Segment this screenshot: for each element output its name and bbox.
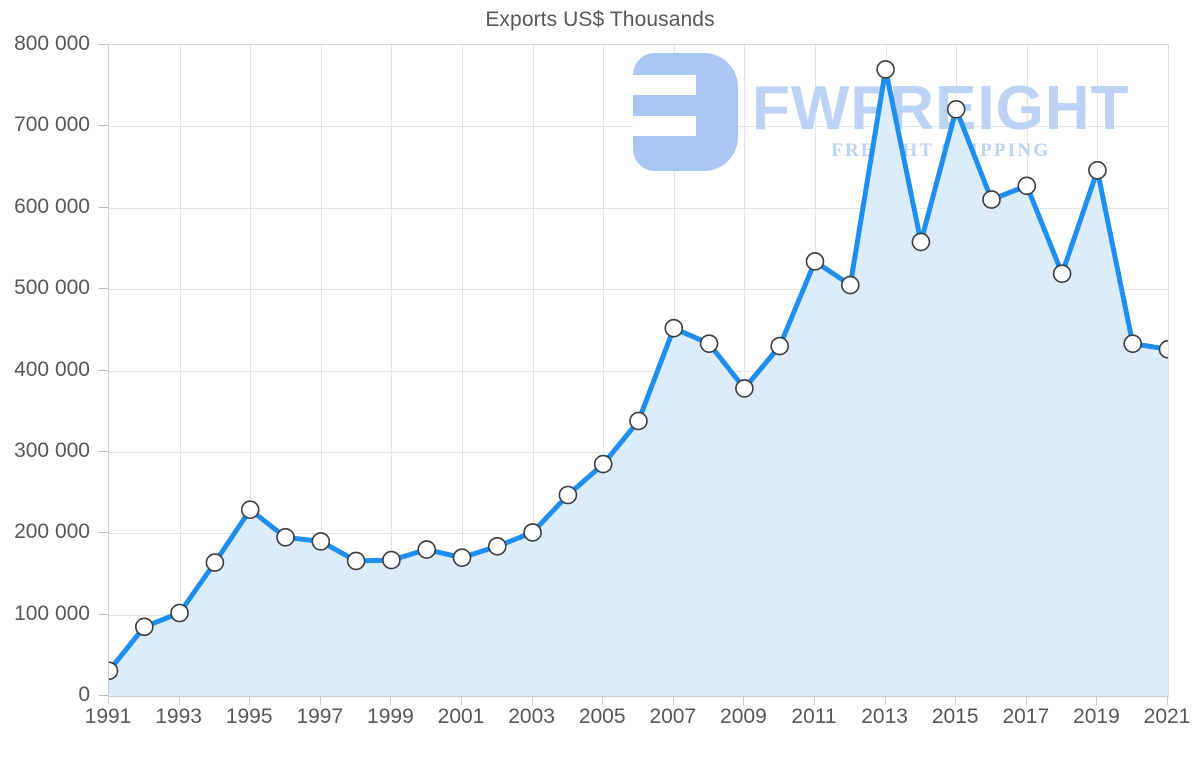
x-axis-tick-label: 1997 xyxy=(296,705,344,728)
y-axis-tick-mark xyxy=(99,369,108,371)
data-point-marker[interactable] xyxy=(735,379,754,398)
data-point-marker[interactable] xyxy=(1017,176,1037,196)
data-point-marker[interactable] xyxy=(982,190,1001,209)
data-point-marker[interactable] xyxy=(205,553,225,572)
gridline-horizontal xyxy=(109,207,1168,209)
x-axis-tick-mark xyxy=(672,696,674,705)
data-point-marker[interactable] xyxy=(558,485,578,505)
data-point-markers xyxy=(109,60,1169,681)
x-axis-tick-mark xyxy=(1167,696,1168,705)
gridline-vertical xyxy=(250,45,252,696)
chart-title: Exports US$ Thousands xyxy=(485,8,715,31)
data-point-marker[interactable] xyxy=(593,454,613,474)
y-axis-tick-mark xyxy=(99,206,108,208)
data-point-marker[interactable] xyxy=(523,523,542,542)
x-axis-tick-mark xyxy=(884,696,886,705)
area-fill xyxy=(109,69,1168,696)
gridline-vertical xyxy=(532,45,534,696)
y-axis-tick-mark xyxy=(99,532,108,534)
y-axis-tick-label: 800 000 xyxy=(14,32,90,55)
data-point-marker[interactable] xyxy=(170,603,189,623)
data-point-marker[interactable] xyxy=(946,99,966,119)
y-axis-tick-label: 0 xyxy=(78,683,90,706)
gridline-horizontal xyxy=(109,289,1168,291)
y-axis-tick-label: 400 000 xyxy=(14,357,90,381)
data-point-marker[interactable] xyxy=(346,551,366,571)
y-axis-tick-mark xyxy=(99,44,108,45)
y-axis-tick-mark xyxy=(99,613,108,615)
x-axis-tick-mark xyxy=(461,696,462,705)
data-point-marker[interactable] xyxy=(840,275,860,295)
x-axis-tick-label: 2017 xyxy=(1002,705,1050,728)
data-point-marker[interactable] xyxy=(452,548,472,567)
gridline-vertical xyxy=(179,45,181,696)
plot-area: FWFREIGHT FREIGHT SHIPPING xyxy=(108,44,1169,697)
x-axis-tick-mark xyxy=(602,696,604,705)
y-axis-tick-label: 600 000 xyxy=(14,194,90,218)
data-point-marker[interactable] xyxy=(240,500,260,519)
data-point-marker[interactable] xyxy=(876,60,895,79)
y-axis-tick-mark xyxy=(99,288,108,290)
y-axis-tick-mark xyxy=(99,450,108,452)
data-point-marker[interactable] xyxy=(699,334,719,353)
data-point-marker[interactable] xyxy=(664,318,684,338)
data-point-marker[interactable] xyxy=(629,411,648,431)
x-axis-tick-label: 2005 xyxy=(578,705,626,728)
y-axis-tick-label: 200 000 xyxy=(14,520,90,544)
gridline-vertical xyxy=(391,45,393,696)
data-point-marker[interactable] xyxy=(382,550,401,570)
data-point-marker[interactable] xyxy=(276,528,295,547)
y-axis-tick-label: 700 000 xyxy=(14,113,90,137)
x-axis-tick-mark xyxy=(1096,696,1098,705)
x-axis-tick-label: 1993 xyxy=(155,705,202,728)
x-axis-tick-mark xyxy=(390,696,392,705)
data-series xyxy=(109,60,1169,696)
data-point-marker[interactable] xyxy=(109,661,119,681)
x-axis-tick-label: 2013 xyxy=(861,705,908,728)
data-point-marker[interactable] xyxy=(1088,161,1107,180)
gridline-vertical xyxy=(744,45,746,696)
data-point-marker[interactable] xyxy=(134,617,154,637)
x-axis-tick-label: 2019 xyxy=(1073,705,1120,728)
x-axis-tick-label: 2011 xyxy=(791,705,837,728)
x-axis-tick-label: 2015 xyxy=(931,705,979,728)
x-axis-tick-mark xyxy=(319,696,321,705)
x-axis-tick-label: 2007 xyxy=(649,705,697,728)
x-axis-tick-mark xyxy=(249,696,251,705)
x-axis-tick-mark xyxy=(531,696,533,705)
data-point-marker[interactable] xyxy=(770,336,790,356)
x-axis-tick-label: 2009 xyxy=(720,705,767,728)
x-axis-tick-mark xyxy=(1025,696,1027,705)
gridline-vertical xyxy=(603,45,605,696)
gridline-vertical xyxy=(320,45,322,696)
data-point-marker[interactable] xyxy=(1052,264,1072,283)
x-axis-tick-label: 1999 xyxy=(367,705,414,728)
data-point-marker[interactable] xyxy=(417,540,437,559)
data-point-marker[interactable] xyxy=(487,536,507,556)
x-axis-tick-mark xyxy=(955,696,957,705)
gridline-horizontal xyxy=(109,370,1168,372)
y-axis-tick-mark xyxy=(99,695,108,696)
x-axis-tick-mark xyxy=(814,696,815,705)
y-axis-tick-label: 300 000 xyxy=(14,438,90,462)
x-axis-tick-label: 2003 xyxy=(508,705,555,728)
data-point-marker[interactable] xyxy=(911,232,931,252)
data-point-marker[interactable] xyxy=(311,532,331,551)
x-axis-tick-label: 1995 xyxy=(225,705,273,728)
y-axis-tick-mark xyxy=(99,125,108,127)
x-axis-tick-mark xyxy=(178,696,180,705)
x-axis-tick-label: 2021 xyxy=(1143,705,1191,728)
gridline-vertical xyxy=(462,45,463,696)
x-axis-tick-mark xyxy=(743,696,745,705)
data-point-marker[interactable] xyxy=(1158,340,1169,359)
data-point-marker[interactable] xyxy=(1123,334,1143,353)
y-axis-tick-label: 100 000 xyxy=(14,601,90,625)
x-axis-tick-mark xyxy=(108,696,109,705)
x-axis-tick-label: 1991 xyxy=(84,705,132,728)
data-point-marker[interactable] xyxy=(805,252,825,271)
x-axis-tick-label: 2001 xyxy=(437,705,485,728)
y-axis-tick-label: 500 000 xyxy=(14,276,90,300)
